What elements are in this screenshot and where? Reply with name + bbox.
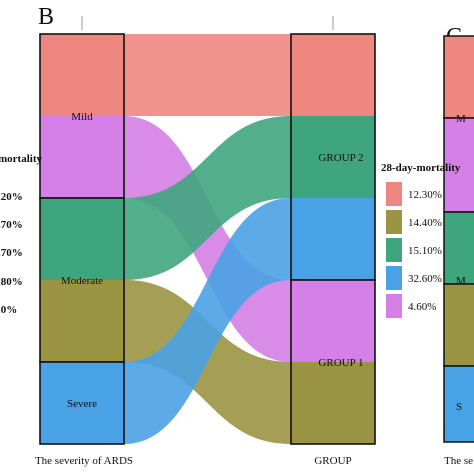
stratum-label: GROUP 1 [318, 357, 363, 369]
left-clip-item: .80% [0, 276, 23, 288]
stratum-group-1 [290, 279, 376, 445]
panel-label-b: B [38, 4, 54, 30]
legend-entry: 32.60% [408, 273, 442, 285]
right-clip-caption: The se [444, 455, 473, 467]
stratum-segment [40, 362, 124, 444]
right-clip-label: M [456, 275, 466, 287]
right-clip-stratum [443, 211, 474, 285]
flows-layer [124, 34, 291, 444]
stratum-segment [291, 116, 375, 198]
flow-15.10% [124, 116, 291, 280]
stratum-segment [291, 34, 375, 116]
legend-swatch [386, 266, 402, 290]
left-clip-item: .70% [0, 247, 23, 259]
axis-label: The severity of ARDS [35, 455, 133, 467]
right-clip-stratum [443, 365, 474, 443]
stratum-label: Severe [67, 398, 97, 410]
legend-swatch [386, 294, 402, 318]
legend: 28-day-mortality 12.30% 14.40% 15.10% 32.60… [381, 162, 461, 318]
right-clip-label: M [456, 113, 466, 125]
right-clip-label: S [456, 401, 462, 413]
left-clip-title: mortality [0, 153, 42, 165]
right-clip-stratum [443, 283, 474, 367]
legend-entry: 4.60% [408, 301, 436, 313]
stratum-segment [291, 280, 375, 362]
stratum-label: Moderate [61, 275, 103, 287]
flow-12.30% [124, 34, 291, 116]
legend-swatch [386, 210, 402, 234]
stratum-segment [40, 198, 124, 280]
right-clip-stratum [443, 35, 474, 119]
left-clip-item: .0% [0, 304, 17, 316]
stratum-severe [39, 361, 125, 445]
stratum-label: GROUP 2 [318, 152, 363, 164]
left-clip-item: .70% [0, 219, 23, 231]
strata-layer: Mild Moderate Severe GROUP 2 GROUP 1 The seve… [35, 33, 376, 467]
stratum-segment [40, 34, 124, 116]
legend-swatch [386, 238, 402, 262]
axis-label: GROUP [314, 455, 351, 467]
stratum-segment [40, 116, 124, 198]
stratum-segment [291, 198, 375, 280]
stratum-label: Mild [71, 111, 93, 123]
legend-entry: 14.40% [408, 217, 442, 229]
stratum-segment [291, 362, 375, 444]
legend-entry: 12.30% [408, 189, 442, 201]
stratum-segment [40, 280, 124, 362]
legend-title: 28-day-mortality [381, 162, 461, 174]
left-clip-item: .20% [0, 191, 23, 203]
flow-32.60% [124, 198, 291, 444]
legend-swatch [386, 182, 402, 206]
legend-entry: 15.10% [408, 245, 442, 257]
